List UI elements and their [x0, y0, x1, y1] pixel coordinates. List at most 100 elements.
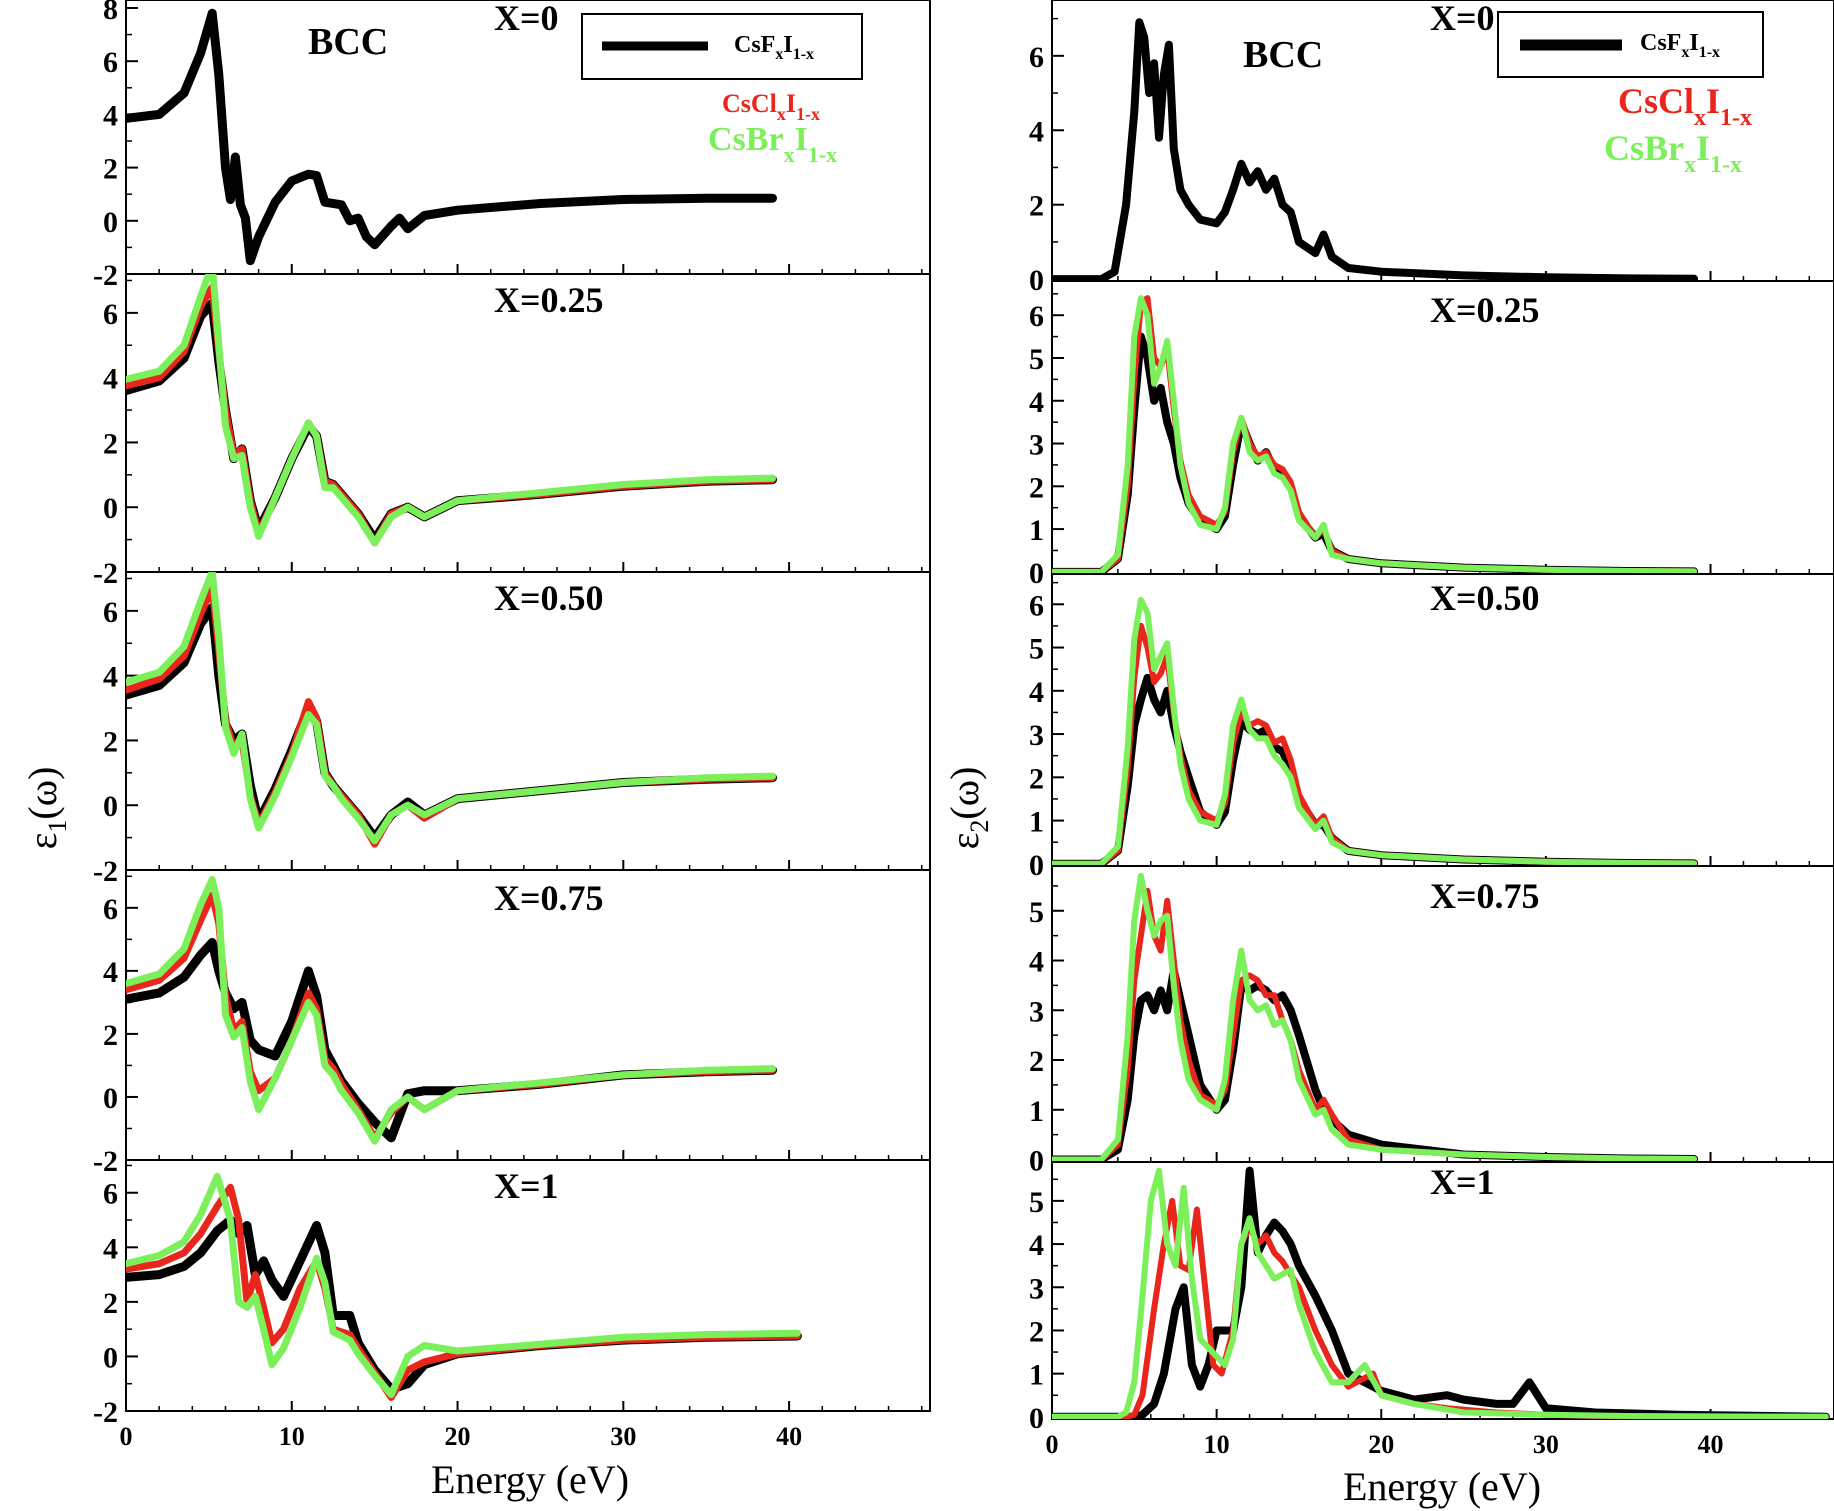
right-panel-3-ytick-label-4: 4 [1029, 946, 1044, 979]
left-panel-4-ytick-label-0: -2 [93, 1396, 118, 1429]
right-panel-3-ytick-label-5: 5 [1029, 896, 1044, 929]
left-panel-4-series-CsFxI1-x [126, 1215, 802, 1394]
left-panel-1: -2 0 2 4 6 X=0.25 [93, 273, 931, 590]
legend-right: CsFxI1-x CsClxI1-x CsBrxI1-x [1497, 11, 1764, 178]
right-panel-3-label: X=0.75 [1430, 876, 1540, 916]
right-panel-4-series-CsFxI1-x [1052, 1166, 1830, 1419]
right-panel-1-ytick-label-1: 1 [1029, 514, 1044, 547]
right-panel-4-series-CsBrxI1-x [1052, 1167, 1829, 1419]
left-panel-1-ytick-label-3: 4 [103, 363, 118, 396]
legend-left-label-csf: CsFxI1-x [734, 32, 814, 63]
right-panel-2-ytick-label-0: 0 [1029, 849, 1044, 882]
left-panel-2-ytick-label-1: 0 [103, 790, 118, 823]
left-panel-0-series-CsFxI1-x [126, 8, 777, 266]
left-panel-4-series-CsBrxI1-x [126, 1172, 801, 1399]
left-panel-4-ytick-label-2: 2 [103, 1287, 118, 1320]
right-panel-4-label: X=1 [1430, 1162, 1495, 1202]
left-ylabel: ε1(ω) [20, 767, 72, 850]
right-xtick-label-1: 10 [1204, 1430, 1230, 1459]
right-panel-1-ytick-label-5: 5 [1029, 343, 1044, 376]
left-panel-0-ytick-label-5: 8 [103, 0, 118, 26]
legend-left: CsFxI1-x CsClxI1-x CsBrxI1-x [581, 13, 863, 167]
left-xtick-label-1: 10 [279, 1422, 305, 1451]
left-xtick-label-0: 0 [120, 1422, 133, 1451]
legend-right-label-csbr: CsBrxI1-x [1604, 128, 1742, 178]
left-panel-4-ytick-label-4: 6 [103, 1178, 118, 1211]
left-panel-1-ytick-label-2: 2 [103, 427, 118, 460]
left-panel-4: -2 0 2 4 6 X=1 [93, 1159, 931, 1429]
right-panel-4-ytick-label-5: 5 [1029, 1186, 1044, 1219]
right-xtick-label-2: 20 [1368, 1430, 1394, 1459]
right-xtick-label-4: 40 [1698, 1430, 1724, 1459]
left-xtick-label-2: 20 [445, 1422, 471, 1451]
right-panel-2-ytick-label-1: 1 [1029, 806, 1044, 839]
right-panel-0-ytick-label-1: 2 [1029, 190, 1044, 223]
right-panel-4-ytick-label-0: 0 [1029, 1402, 1044, 1435]
right-panel-4-ytick-label-4: 4 [1029, 1229, 1044, 1262]
right-panel-3-series-CsBrxI1-x [1052, 872, 1698, 1162]
left-panel-2-ytick-label-2: 2 [103, 725, 118, 758]
left-panel-2-label: X=0.50 [494, 578, 604, 618]
legend-left-label-csbr: CsBrxI1-x [708, 121, 837, 167]
right-panel-2-ytick-label-2: 2 [1029, 762, 1044, 795]
left-panel-3-ytick-label-0: -2 [93, 1145, 118, 1178]
epsilon2-chart: 0 2 4 6 X=0 0 1 2 3 4 5 6 X=0.25 0 1 2 3 4 5 6 X=0.50 0 1 2 3 4 5 X… [1029, 0, 1834, 1459]
left-panel-3-label: X=0.75 [494, 878, 604, 918]
left-panel-1-label: X=0.25 [494, 280, 604, 320]
left-panel-4-ytick-label-3: 4 [103, 1232, 118, 1265]
left-panel-2-ytick-label-3: 4 [103, 661, 118, 694]
left-panel-1-ytick-label-1: 0 [103, 492, 118, 525]
left-panel-2-series-CsBrxI1-x [126, 572, 776, 845]
right-panel-3: 0 1 2 3 4 5 X=0.75 [1029, 865, 1834, 1178]
right-panel-1-ytick-label-0: 0 [1029, 557, 1044, 590]
right-panel-3-series-CsFxI1-x [1052, 966, 1699, 1162]
legend-right-label-cscl: CsClxI1-x [1618, 81, 1752, 131]
legend-right-label-csf: CsFxI1-x [1640, 30, 1720, 61]
right-panel-3-ytick-label-1: 1 [1029, 1095, 1044, 1128]
right-panel-1-ytick-label-3: 3 [1029, 429, 1044, 462]
left-panel-2-ytick-label-4: 6 [103, 596, 118, 629]
right-panel-0-series-CsFxI1-x [1052, 18, 1699, 281]
legend-left-label-cscl: CsClxI1-x [722, 89, 820, 124]
left-panel-3-series-CsFxI1-x [126, 938, 777, 1143]
right-ylabel: ε2(ω) [942, 767, 994, 850]
right-panel-2-series-CsClxI1-x [1052, 622, 1698, 866]
left-xlabel: Energy (eV) [431, 1457, 629, 1502]
right-panel-3-ytick-label-0: 0 [1029, 1145, 1044, 1178]
left-panel-1-ytick-label-0: -2 [93, 557, 118, 590]
right-xlabel: Energy (eV) [1343, 1464, 1541, 1509]
right-xtick-label-0: 0 [1046, 1430, 1059, 1459]
left-panel-4-frame [125, 1159, 931, 1412]
right-panel-4: 0 1 2 3 4 5 X=1 [1029, 1161, 1834, 1435]
right-panel-1-series-CsFxI1-x [1052, 332, 1699, 574]
right-panel-1-ytick-label-6: 6 [1029, 300, 1044, 333]
left-panel-3-ytick-label-3: 4 [103, 956, 118, 989]
right-panel-2-ytick-label-6: 6 [1029, 589, 1044, 622]
right-xtick-label-3: 30 [1533, 1430, 1559, 1459]
right-panel-0-ytick-label-3: 6 [1029, 41, 1044, 74]
right-panel-0-ytick-label-2: 4 [1029, 115, 1044, 148]
right-panel-0-label: X=0 [1430, 0, 1495, 38]
right-panel-3-ytick-label-2: 2 [1029, 1045, 1044, 1078]
left-panel-3-ytick-label-2: 2 [103, 1019, 118, 1052]
left-panel-0-ytick-label-1: 0 [103, 206, 118, 239]
right-panel-2-series-CsBrxI1-x [1052, 597, 1698, 866]
left-panel-0-ytick-label-0: -2 [93, 259, 118, 292]
left-panel-1-series-CsBrxI1-x [126, 274, 776, 547]
left-panel-2-ytick-label-0: -2 [93, 855, 118, 888]
left-panel-3-ytick-label-1: 0 [103, 1082, 118, 1115]
right-panel-3-series-CsClxI1-x [1052, 887, 1698, 1162]
left-panel-3-ytick-label-4: 6 [103, 893, 118, 926]
right-panel-3-ytick-label-3: 3 [1029, 995, 1044, 1028]
left-xtick-label-3: 30 [610, 1422, 636, 1451]
left-xtick-label-4: 40 [776, 1422, 802, 1451]
right-panel-2-ytick-label-3: 3 [1029, 719, 1044, 752]
right-panel-1: 0 1 2 3 4 5 6 X=0.25 [1029, 280, 1834, 590]
right-panel-1-label: X=0.25 [1430, 290, 1540, 330]
left-panel-0-ytick-label-4: 6 [103, 46, 118, 79]
right-panel-2-ytick-label-5: 5 [1029, 633, 1044, 666]
left-panel-4-label: X=1 [494, 1166, 559, 1206]
right-panel-1-series-CsBrxI1-x [1052, 295, 1698, 574]
right-panel-0-ytick-label-0: 0 [1029, 264, 1044, 297]
